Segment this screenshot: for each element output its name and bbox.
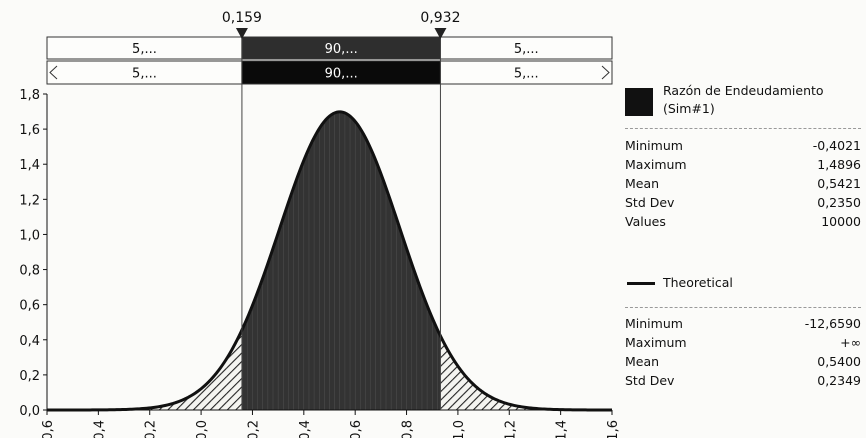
- histogram-right-tail: [440, 335, 612, 410]
- stat-label: Minimum: [625, 138, 683, 153]
- x-tick-label: 0,2: [246, 420, 261, 438]
- theo-stat-minimum: Minimum -12,6590: [625, 314, 861, 333]
- theo-stat-mean: Mean 0,5400: [625, 352, 861, 371]
- stat-label: Mean: [625, 354, 660, 369]
- probability-left-label: 5,...: [132, 67, 157, 82]
- right-arrow-icon: [601, 65, 610, 80]
- stat-label: Maximum: [625, 157, 687, 172]
- left-arrow-icon: [49, 65, 58, 80]
- y-tick-label: 1,0: [19, 228, 40, 243]
- y-tick-label: 0,8: [19, 264, 40, 279]
- sim-stat-mean: Mean 0,5421: [625, 174, 861, 193]
- probability-middle-label: 90,...: [325, 42, 358, 57]
- sim-stat-minimum: Minimum -0,4021: [625, 136, 861, 155]
- histogram-center-region: [241, 111, 441, 411]
- x-tick-label: -0,4: [92, 420, 107, 438]
- probability-right-label: 5,...: [514, 67, 539, 82]
- marker-triangle: [235, 28, 248, 39]
- marker-triangle: [434, 28, 447, 39]
- stat-label: Values: [625, 214, 666, 229]
- y-tick-label: 1,6: [19, 123, 40, 138]
- theo-stat-maximum: Maximum +∞: [625, 333, 861, 352]
- legend-separator: [625, 307, 861, 308]
- stat-label: Minimum: [625, 316, 683, 331]
- legend-separator: [625, 128, 861, 129]
- probability-left-label: 5,...: [132, 42, 157, 57]
- theo-stat-std-dev: Std Dev 0,2349: [625, 371, 861, 390]
- probability-right-label: 5,...: [514, 42, 539, 57]
- x-tick-label: 1,2: [503, 420, 518, 438]
- stat-value: 1,4896: [817, 157, 861, 172]
- x-tick-label: 0,0: [195, 420, 210, 438]
- theoretical-series-name: Theoretical: [663, 275, 733, 290]
- histogram-left-tail: [47, 329, 242, 410]
- x-tick-label: -0,6: [41, 420, 56, 438]
- stat-value: 10000: [821, 214, 861, 229]
- x-tick-label: 0,4: [298, 420, 313, 438]
- y-tick-label: 0,6: [19, 299, 40, 314]
- y-tick-label: 0,4: [19, 334, 40, 349]
- stat-label: Std Dev: [625, 373, 675, 388]
- x-tick-label: 1,6: [606, 420, 621, 438]
- stat-label: Std Dev: [625, 195, 675, 210]
- x-tick-label: 0,8: [401, 420, 416, 438]
- stat-value: 0,5400: [817, 354, 861, 369]
- stat-value: -12,6590: [804, 316, 861, 331]
- x-tick-label: 0,6: [349, 420, 364, 438]
- x-tick-label: 1,4: [555, 420, 570, 438]
- y-tick-label: 1,4: [19, 158, 40, 173]
- sim-stat-values: Values 10000: [625, 212, 861, 231]
- stat-label: Maximum: [625, 335, 687, 350]
- stat-value: -0,4021: [812, 138, 861, 153]
- sim-stat-maximum: Maximum 1,4896: [625, 155, 861, 174]
- probability-middle-label: 90,...: [325, 67, 358, 82]
- y-tick-label: 0,0: [19, 404, 40, 419]
- simulation-series-name: Razón de Endeudamiento (Sim#1): [663, 82, 863, 118]
- theoretical-line-swatch: [627, 282, 655, 285]
- stat-value: 0,2350: [817, 195, 861, 210]
- marker-label: 0,159: [222, 10, 262, 26]
- stat-value: 0,5421: [817, 176, 861, 191]
- simulation-name-line2: (Sim#1): [663, 101, 715, 116]
- sim-stat-std-dev: Std Dev 0,2350: [625, 193, 861, 212]
- x-tick-label: -0,2: [144, 420, 159, 438]
- simulation-swatch: [625, 88, 653, 116]
- marker-label: 0,932: [420, 10, 460, 26]
- simulation-name-line1: Razón de Endeudamiento: [663, 83, 824, 98]
- stat-value: 0,2349: [817, 373, 861, 388]
- stat-label: Mean: [625, 176, 660, 191]
- stat-value: +∞: [840, 335, 861, 350]
- y-tick-label: 0,2: [19, 369, 40, 384]
- x-tick-label: 1,0: [452, 420, 467, 438]
- theoretical-curve: [47, 110, 612, 412]
- y-tick-label: 1,2: [19, 193, 40, 208]
- y-tick-label: 1,8: [19, 88, 40, 103]
